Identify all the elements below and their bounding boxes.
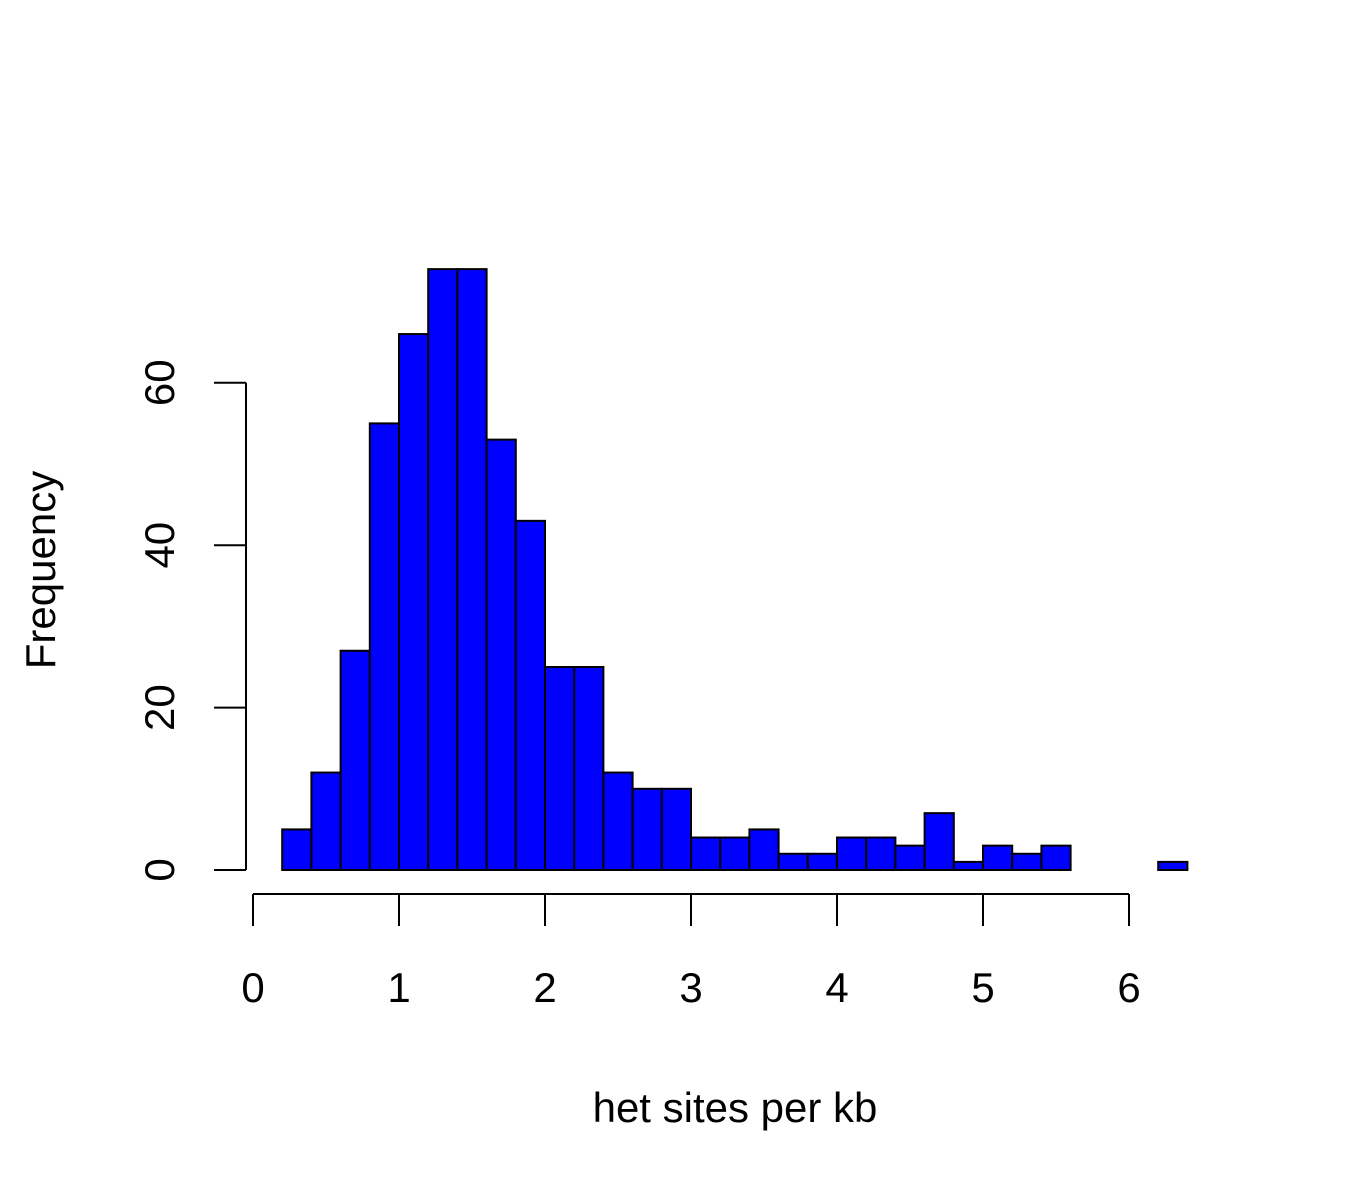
histogram-bar — [310, 771, 342, 871]
x-tick-label: 2 — [533, 964, 556, 1011]
histogram-bar — [398, 333, 430, 871]
histogram-bar — [923, 812, 955, 871]
x-tick-label: 0 — [241, 964, 264, 1011]
y-tick-label: 60 — [136, 359, 183, 406]
y-tick-label: 40 — [136, 522, 183, 569]
x-axis-title: het sites per kb — [593, 1084, 878, 1131]
x-axis-ticks: 0 1 2 3 4 5 6 — [241, 894, 1141, 1011]
histogram-bar — [544, 666, 576, 871]
histogram-bars — [281, 268, 1189, 872]
histogram-bar — [631, 787, 663, 871]
x-axis: 0 1 2 3 4 5 6 — [241, 893, 1141, 1011]
histogram-bar — [427, 268, 459, 871]
y-axis-title: Frequency — [17, 471, 64, 669]
histogram-bar — [1011, 852, 1043, 872]
x-tick-label: 1 — [387, 964, 410, 1011]
histogram-bar — [748, 828, 780, 872]
x-tick-label: 6 — [1117, 964, 1140, 1011]
y-tick-label: 20 — [136, 684, 183, 731]
histogram-bar — [514, 519, 546, 872]
histogram-bar — [982, 844, 1014, 872]
histogram-bar — [456, 268, 488, 871]
x-tick-label: 3 — [679, 964, 702, 1011]
histogram-bar — [1040, 844, 1072, 872]
histogram-bar — [368, 422, 400, 871]
histogram-bar — [660, 787, 692, 871]
histogram-bar — [719, 836, 751, 872]
y-axis: 0 20 40 60 — [136, 359, 247, 882]
histogram-bar — [602, 771, 634, 871]
y-axis-ticks: 0 20 40 60 — [136, 359, 246, 882]
histogram-bar — [806, 852, 838, 872]
x-tick-label: 4 — [825, 964, 848, 1011]
histogram-bar — [865, 836, 897, 872]
histogram-bar — [339, 649, 371, 872]
histogram-bar — [952, 860, 984, 872]
histogram-bar — [1157, 860, 1189, 872]
histogram-bar — [777, 852, 809, 872]
histogram-bar — [836, 836, 868, 872]
y-tick-label: 0 — [136, 858, 183, 881]
histogram-bar — [573, 666, 605, 871]
histogram-bar — [894, 844, 926, 872]
x-tick-label: 5 — [971, 964, 994, 1011]
histogram-bar — [485, 438, 517, 871]
histogram-bar — [281, 828, 313, 872]
histogram-bar — [690, 836, 722, 872]
